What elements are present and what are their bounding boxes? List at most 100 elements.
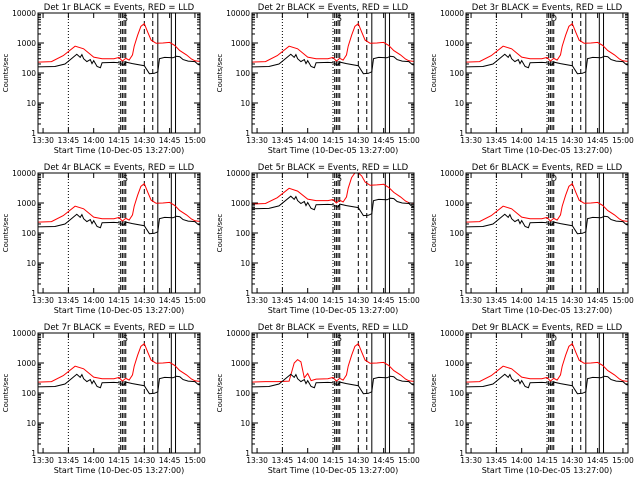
x-axis-label: Start Time (10-Dec-05 13:27:00)	[482, 146, 613, 155]
events-series-line	[251, 53, 415, 75]
panel-title: Det 9r BLACK = Events, RED = LLD	[472, 323, 623, 333]
y-tick-label: 10000	[440, 329, 464, 338]
x-tick-label: 13:30	[32, 456, 54, 465]
events-series-line	[37, 373, 201, 395]
y-tick-label: 10	[454, 259, 464, 268]
x-tick-label: 14:45	[373, 296, 395, 305]
x-axis-label: Start Time (10-Dec-05 13:27:00)	[268, 146, 399, 155]
y-tick-label: 10	[26, 99, 36, 108]
panel-title: Det 6r BLACK = Events, RED = LLD	[472, 163, 623, 173]
events-series-line	[251, 373, 415, 395]
events-series-line	[465, 373, 629, 395]
panel-annotation: D	[551, 174, 557, 183]
y-axis-label: Counts/sec	[430, 214, 438, 253]
x-tick-label: 14:00	[83, 136, 105, 145]
y-tick-label: 1000	[17, 39, 36, 48]
panel-title: Det 2r BLACK = Events, RED = LLD	[258, 3, 409, 13]
x-tick-label: 14:15	[108, 136, 130, 145]
x-tick-label: 14:30	[134, 136, 156, 145]
x-tick-label: 13:30	[460, 136, 482, 145]
y-tick-label: 10	[454, 99, 464, 108]
x-tick-label: 14:00	[511, 296, 533, 305]
x-tick-label: 14:45	[373, 456, 395, 465]
panel-annotation: S	[337, 174, 342, 183]
x-tick-label: 13:30	[460, 296, 482, 305]
panel-annotation: D	[551, 334, 557, 343]
x-tick-label: 13:45	[272, 456, 294, 465]
lld-series-line	[465, 182, 628, 223]
x-tick-label: 14:30	[134, 456, 156, 465]
y-tick-label: 100	[22, 69, 37, 78]
x-tick-label: 15:00	[398, 136, 420, 145]
panel-annotation: S	[123, 334, 128, 343]
x-tick-label: 14:00	[297, 296, 319, 305]
panel-annotation: S	[337, 14, 342, 23]
y-tick-label: 1	[245, 449, 250, 458]
x-axis-label: Start Time (10-Dec-05 13:27:00)	[54, 146, 185, 155]
x-tick-label: 13:45	[486, 296, 508, 305]
lld-series-line	[465, 22, 628, 63]
x-tick-label: 14:30	[134, 296, 156, 305]
panel-title: Det 5r BLACK = Events, RED = LLD	[258, 163, 409, 173]
x-tick-label: 14:45	[159, 136, 181, 145]
x-tick-label: 14:45	[587, 456, 609, 465]
x-tick-label: 14:15	[536, 296, 558, 305]
x-tick-label: 15:00	[184, 296, 206, 305]
x-tick-label: 15:00	[612, 456, 634, 465]
events-series-line	[465, 53, 629, 75]
y-tick-label: 10	[240, 259, 250, 268]
lld-series-line	[37, 182, 200, 223]
x-tick-label: 14:15	[322, 296, 344, 305]
lld-series-line	[465, 342, 628, 383]
y-tick-label: 10000	[226, 9, 250, 18]
y-tick-label: 1000	[17, 359, 36, 368]
y-tick-label: 1	[459, 289, 464, 298]
y-tick-label: 10	[26, 259, 36, 268]
y-tick-label: 100	[22, 389, 37, 398]
x-tick-label: 14:45	[373, 136, 395, 145]
x-tick-label: 14:30	[348, 296, 370, 305]
events-series-line	[251, 195, 415, 217]
x-tick-label: 14:45	[159, 296, 181, 305]
x-tick-label: 14:30	[562, 136, 584, 145]
y-tick-label: 10000	[226, 169, 250, 178]
x-tick-label: 14:15	[322, 456, 344, 465]
y-tick-label: 10000	[12, 169, 36, 178]
y-tick-label: 1	[31, 129, 36, 138]
y-tick-label: 1000	[17, 199, 36, 208]
lld-series-line	[37, 22, 200, 63]
y-axis-label: Counts/sec	[430, 374, 438, 413]
x-tick-label: 14:15	[108, 296, 130, 305]
x-tick-label: 13:45	[486, 456, 508, 465]
x-tick-label: 13:45	[486, 136, 508, 145]
y-tick-label: 1000	[231, 359, 250, 368]
x-tick-label: 15:00	[612, 136, 634, 145]
panel-annotation: S	[123, 14, 128, 23]
x-tick-label: 15:00	[398, 456, 420, 465]
x-tick-label: 14:00	[297, 456, 319, 465]
panel-annotation: S	[123, 174, 128, 183]
y-tick-label: 10000	[226, 329, 250, 338]
y-axis-label: Counts/sec	[2, 54, 10, 93]
y-tick-label: 1000	[445, 39, 464, 48]
y-tick-label: 10	[240, 99, 250, 108]
y-tick-label: 1000	[231, 39, 250, 48]
x-tick-label: 14:15	[536, 456, 558, 465]
y-tick-label: 100	[236, 229, 251, 238]
x-tick-label: 15:00	[184, 136, 206, 145]
y-tick-label: 10	[240, 419, 250, 428]
y-tick-label: 100	[450, 69, 465, 78]
y-tick-label: 10000	[12, 9, 36, 18]
y-axis-label: Counts/sec	[2, 214, 10, 253]
panel-title: Det 7r BLACK = Events, RED = LLD	[44, 323, 195, 333]
x-axis-label: Start Time (10-Dec-05 13:27:00)	[482, 306, 613, 315]
x-tick-label: 14:30	[348, 456, 370, 465]
